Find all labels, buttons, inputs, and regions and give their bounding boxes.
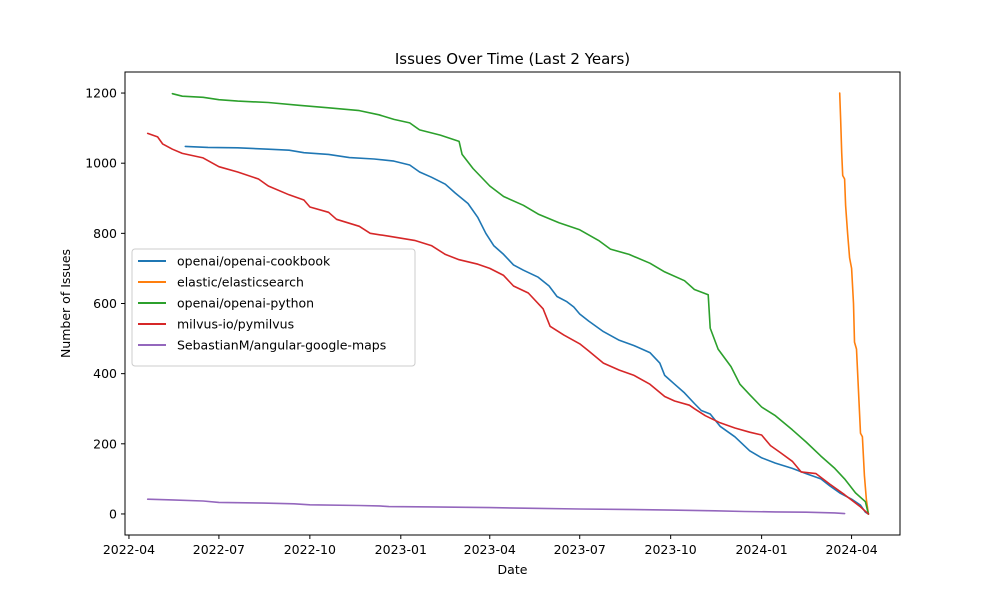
y-tick-label-0: 0 bbox=[109, 506, 117, 521]
legend-box bbox=[131, 248, 416, 367]
plot-lines bbox=[146, 92, 870, 515]
chart-title: Issues Over Time (Last 2 Years) bbox=[395, 50, 630, 68]
legend-label-0: openai/openai-cookbook bbox=[177, 254, 331, 269]
series-line-4 bbox=[146, 498, 846, 515]
legend-label-2: openai/openai-python bbox=[177, 296, 314, 311]
series-line-2 bbox=[171, 92, 870, 515]
x-tick-label-1: 2022-07 bbox=[193, 542, 245, 557]
y-tick-label-6: 1200 bbox=[85, 86, 117, 101]
y-tick-label-2: 400 bbox=[93, 366, 117, 381]
y-axis-label: Number of Issues bbox=[58, 249, 73, 358]
x-tick-label-3: 2023-01 bbox=[375, 542, 427, 557]
y-axis: 0 200 400 600 800 1000 1200 bbox=[85, 86, 125, 521]
y-tick-label-5: 1000 bbox=[85, 156, 117, 171]
x-tick-label-8: 2024-04 bbox=[825, 542, 877, 557]
series-line-1 bbox=[838, 92, 870, 515]
x-axis-label: Date bbox=[498, 562, 528, 577]
series-line-0 bbox=[184, 145, 870, 515]
x-tick-label-6: 2023-10 bbox=[645, 542, 697, 557]
x-axis: 2022-04 2022-07 2022-10 2023-01 2023-04 2023-… bbox=[103, 535, 878, 557]
legend-label-3: milvus-io/pymilvus bbox=[177, 317, 294, 332]
x-tick-label-5: 2023-07 bbox=[554, 542, 606, 557]
y-tick-label-1: 200 bbox=[93, 436, 117, 451]
legend-label-1: elastic/elasticsearch bbox=[177, 275, 304, 290]
x-tick-label-0: 2022-04 bbox=[103, 542, 155, 557]
x-tick-label-4: 2023-04 bbox=[464, 542, 516, 557]
y-tick-label-3: 600 bbox=[93, 296, 117, 311]
x-tick-label-2: 2022-10 bbox=[284, 542, 336, 557]
legend-label-4: SebastianM/angular-google-maps bbox=[177, 338, 386, 353]
legend: openai/openai-cookbook elastic/elasticsea… bbox=[131, 248, 416, 367]
y-tick-label-4: 800 bbox=[93, 226, 117, 241]
series-line-3 bbox=[146, 132, 870, 515]
x-tick-label-7: 2024-01 bbox=[735, 542, 787, 557]
